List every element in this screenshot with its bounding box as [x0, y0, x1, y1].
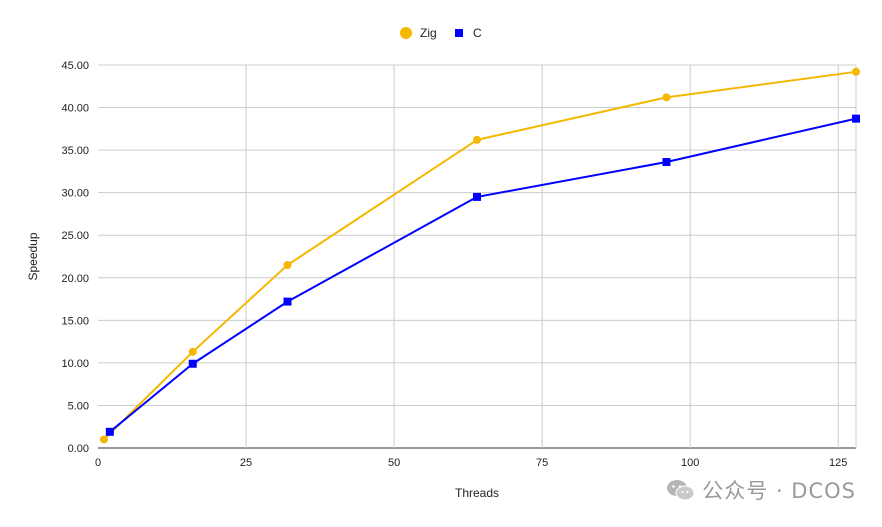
legend: Zig C	[400, 26, 482, 40]
series-group	[99, 67, 860, 444]
y-axis-title: Speedup	[26, 232, 40, 280]
data-point-c	[105, 427, 114, 436]
y-tick-label: 25.00	[61, 230, 89, 242]
data-point-c	[188, 359, 197, 368]
x-tick-label: 100	[681, 457, 699, 469]
y-tick-label: 30.00	[61, 188, 89, 200]
legend-marker-zig	[400, 27, 412, 39]
legend-label-c: C	[473, 26, 482, 40]
x-tick-label: 125	[829, 457, 847, 469]
data-point-zig	[188, 347, 197, 356]
x-tick-label: 50	[388, 457, 400, 469]
data-point-zig	[99, 435, 108, 444]
x-tick-label: 0	[95, 457, 101, 469]
y-tick-label: 40.00	[61, 103, 89, 115]
y-tick-label: 10.00	[61, 358, 89, 370]
data-point-c	[662, 158, 671, 167]
legend-label-zig: Zig	[420, 26, 437, 40]
y-tick-label: 15.00	[61, 315, 89, 327]
data-point-c	[473, 192, 481, 201]
y-tick-label: 0.00	[68, 443, 89, 455]
x-tick-label: 75	[536, 457, 548, 469]
watermark-text: 公众号 · DCOS	[702, 479, 856, 503]
wechat-icon	[667, 480, 695, 501]
x-axis-title: Threads	[455, 486, 499, 500]
data-point-c	[852, 114, 860, 123]
legend-marker-c	[455, 29, 463, 37]
grid	[98, 64, 857, 449]
data-point-zig	[283, 261, 292, 270]
data-point-c	[283, 297, 292, 306]
data-point-zig	[473, 135, 481, 144]
y-tick-label: 45.00	[61, 60, 89, 72]
series-line-c	[109, 117, 857, 433]
x-tick-label: 25	[240, 457, 252, 469]
series-line-zig	[103, 70, 857, 441]
data-point-zig	[852, 67, 860, 76]
axes: 0.00 5.00 10.00 15.00 20.00 25.00 30.00 35.00 40…	[61, 60, 847, 469]
y-tick-label: 5.00	[68, 400, 89, 412]
data-point-zig	[662, 93, 671, 102]
y-tick-label: 35.00	[61, 145, 89, 157]
watermark: 公众号 · DCOS	[666, 475, 856, 505]
y-tick-label: 20.00	[61, 273, 89, 285]
